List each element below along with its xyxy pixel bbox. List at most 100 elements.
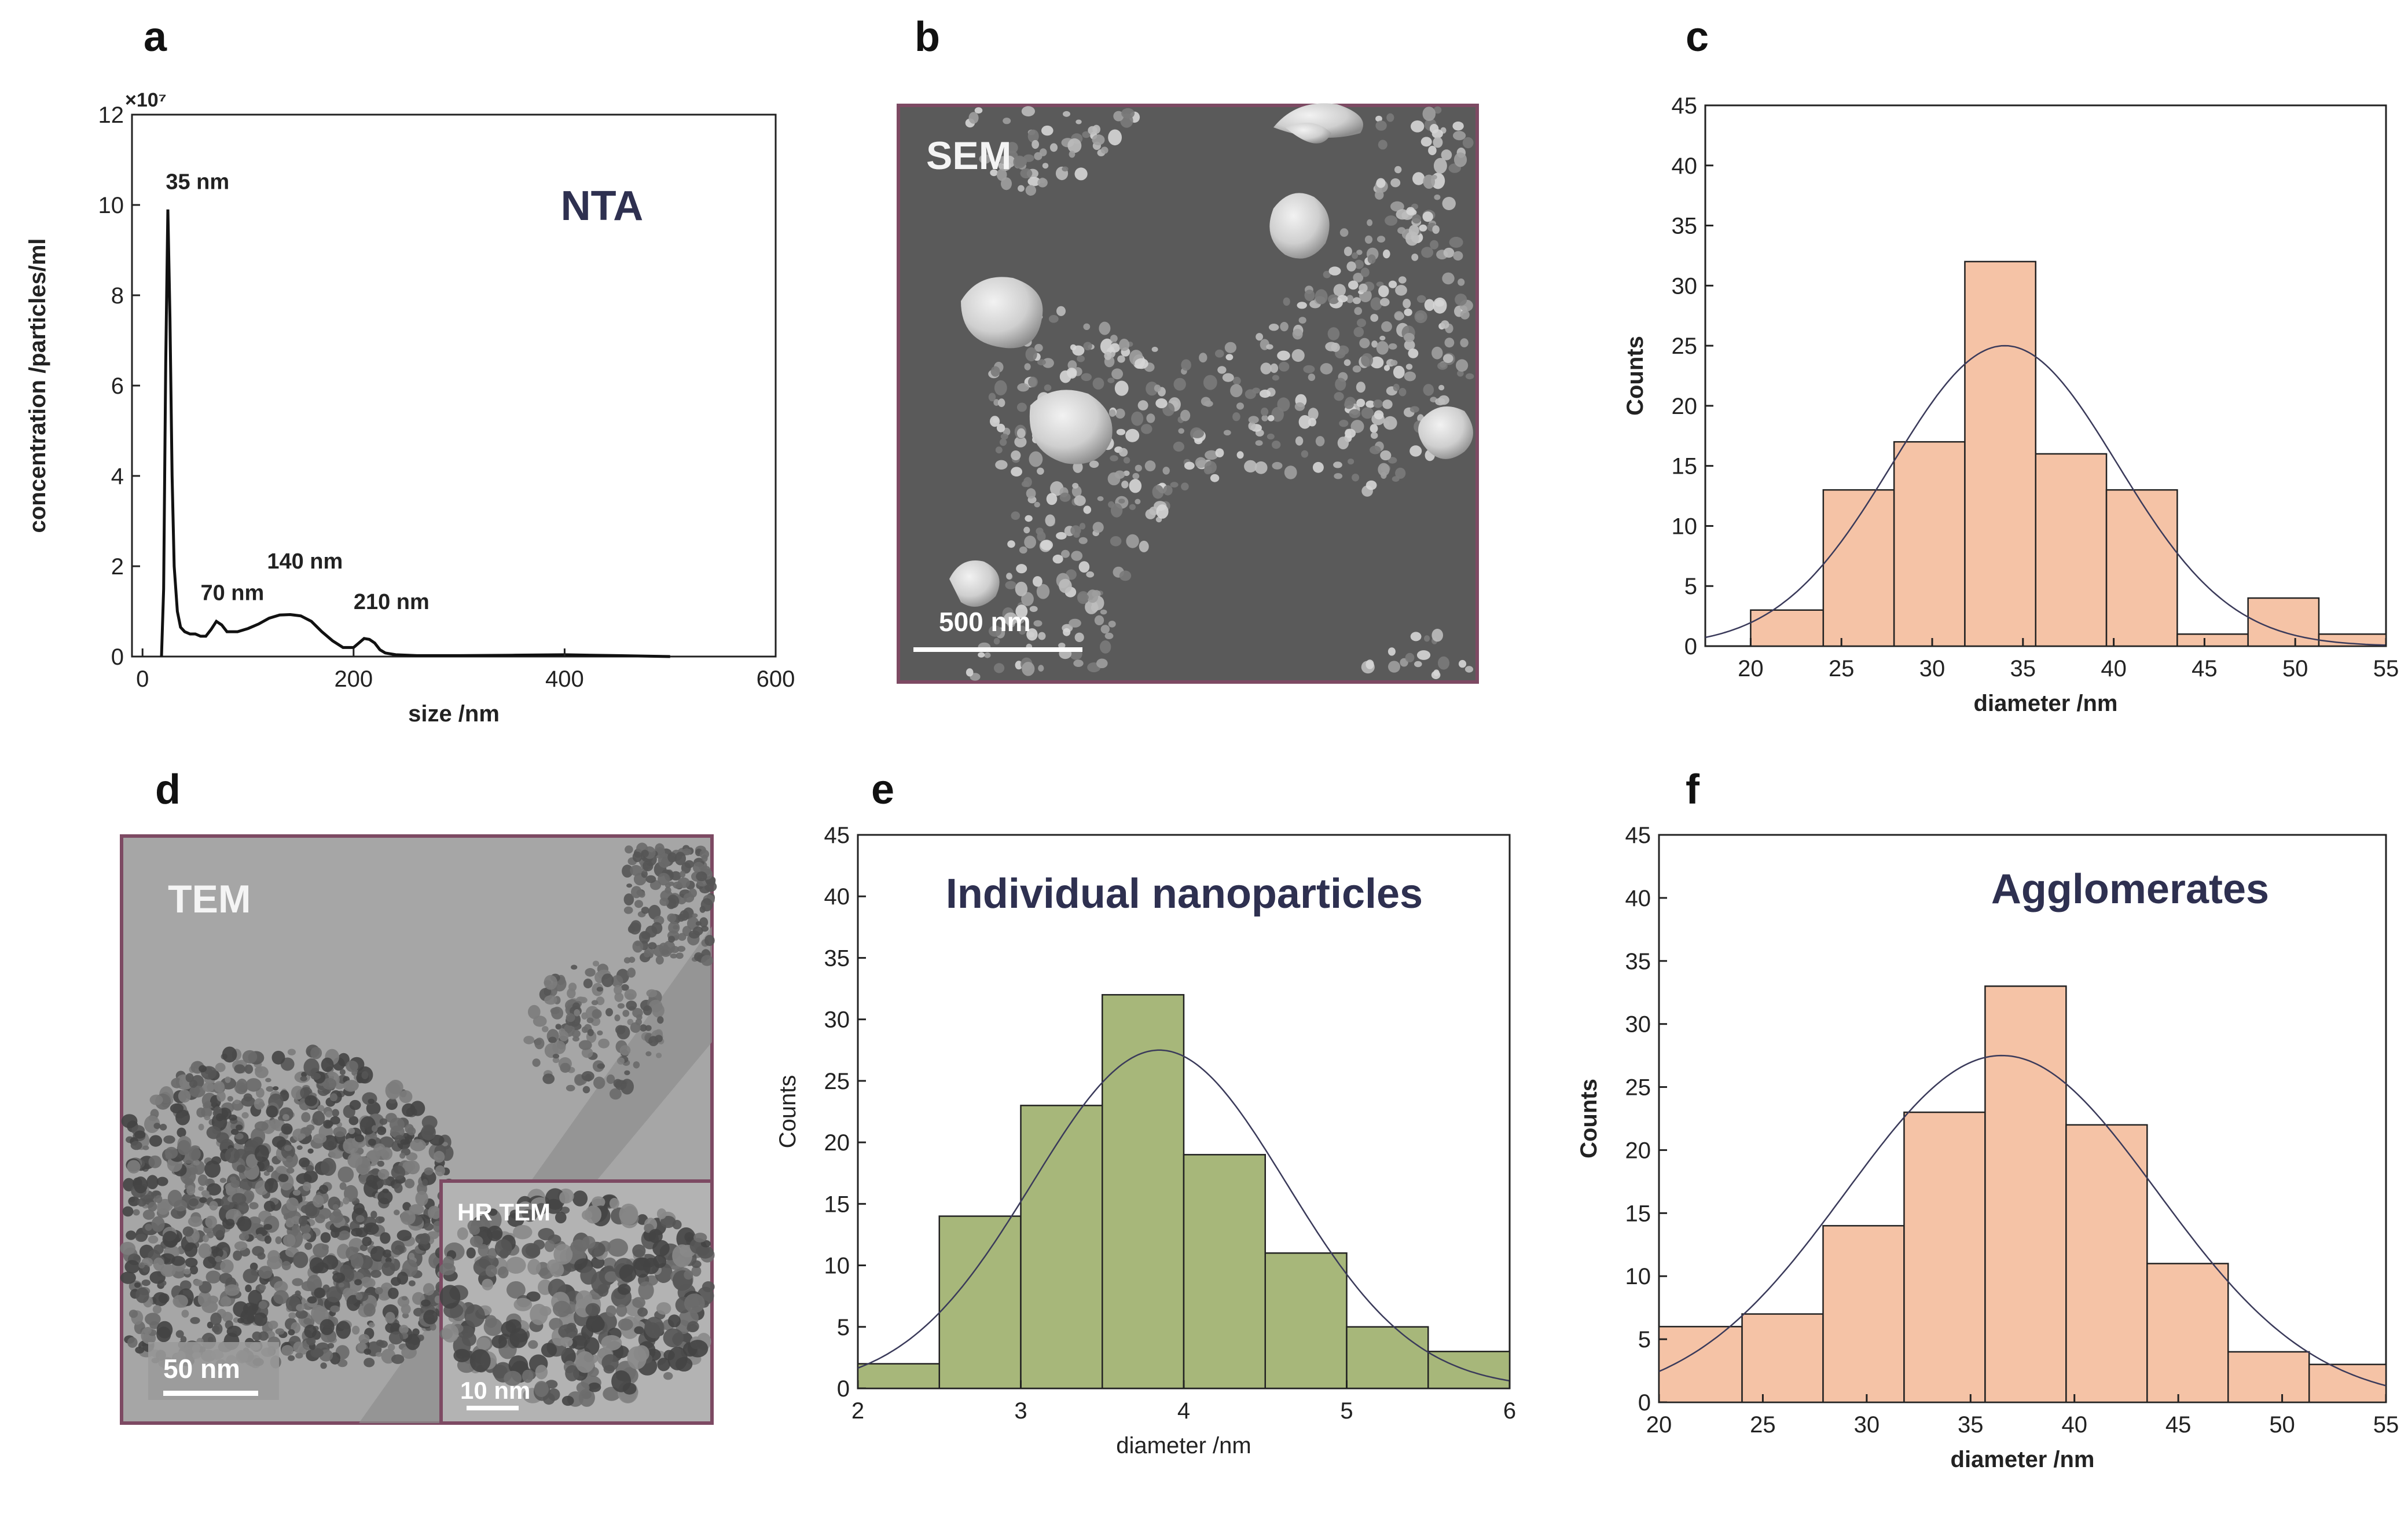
texture-particle xyxy=(265,1077,271,1083)
texture-particle xyxy=(1457,370,1464,377)
y-tick-label: 15 xyxy=(1672,454,1698,479)
texture-particle xyxy=(181,1310,189,1318)
texture-particle xyxy=(999,438,1007,446)
texture-particle xyxy=(1006,573,1012,580)
texture-particle xyxy=(377,1169,390,1180)
texture-particle xyxy=(1422,107,1436,122)
texture-particle xyxy=(1042,358,1054,368)
texture-particle xyxy=(352,1325,360,1335)
texture-particle xyxy=(1435,398,1445,406)
texture-particle xyxy=(1444,338,1455,348)
texture-particle xyxy=(652,1240,670,1257)
texture-particle xyxy=(138,1262,145,1269)
texture-particle xyxy=(691,1260,702,1269)
texture-particle xyxy=(204,1115,211,1121)
x-tick-label: 4 xyxy=(1177,1398,1190,1424)
texture-particle xyxy=(357,1342,366,1352)
x-tick-label: 50 xyxy=(2269,1412,2295,1438)
texture-particle xyxy=(1199,353,1207,363)
texture-particle xyxy=(687,1340,709,1358)
texture-particle xyxy=(399,1090,413,1104)
texture-particle xyxy=(220,1259,234,1274)
texture-particle xyxy=(1003,118,1011,124)
texture-particle xyxy=(601,1335,622,1351)
texture-particle xyxy=(552,1057,560,1064)
texture-particle xyxy=(339,1069,346,1076)
texture-particle xyxy=(381,1261,395,1276)
texture-particle xyxy=(1364,235,1373,244)
texture-particle xyxy=(175,1109,190,1126)
texture-particle xyxy=(293,1341,304,1353)
texture-particle xyxy=(535,1365,548,1380)
texture-particle xyxy=(1056,531,1067,540)
texture-particle xyxy=(681,848,692,856)
texture-particle xyxy=(1079,523,1086,530)
texture-particle xyxy=(405,1178,415,1189)
texture-particle xyxy=(328,1071,335,1077)
texture-particle xyxy=(553,1244,573,1265)
texture-particle xyxy=(1254,461,1268,474)
texture-particle xyxy=(1339,420,1349,427)
texture-particle xyxy=(684,1270,693,1280)
texture-particle xyxy=(1204,461,1217,474)
texture-particle xyxy=(643,860,654,871)
texture-particle xyxy=(1173,441,1184,452)
x-tick-label: 30 xyxy=(1854,1412,1880,1438)
y-tick-label: 8 xyxy=(111,283,124,309)
y-tick-label: 5 xyxy=(1638,1327,1651,1352)
texture-particle xyxy=(205,1215,217,1229)
texture-particle xyxy=(581,1012,588,1020)
texture-particle xyxy=(180,1336,187,1343)
texture-particle xyxy=(623,906,633,914)
sem-blobs xyxy=(949,103,1473,607)
y-tick-label: 45 xyxy=(1625,823,1651,848)
texture-particle xyxy=(368,1138,376,1146)
texture-particle xyxy=(202,1082,215,1093)
x-tick-label: 25 xyxy=(1750,1412,1776,1438)
texture-particle xyxy=(1074,167,1088,181)
histogram-bar xyxy=(1741,1313,1824,1403)
texture-particle xyxy=(273,1290,289,1304)
texture-particle xyxy=(1420,137,1432,147)
texture-particle xyxy=(267,1250,280,1263)
histogram-bar xyxy=(857,1363,940,1390)
texture-particle xyxy=(338,1282,344,1288)
texture-particle xyxy=(364,1358,375,1368)
texture-particle xyxy=(1011,511,1021,520)
texture-particle xyxy=(245,1078,262,1092)
texture-particle xyxy=(1049,143,1058,152)
texture-particle xyxy=(1052,554,1063,564)
texture-particle xyxy=(339,1230,350,1240)
texture-particle xyxy=(1354,307,1362,315)
texture-particle xyxy=(198,1243,212,1259)
texture-particle xyxy=(571,1335,588,1350)
texture-particle xyxy=(287,1049,296,1055)
texture-particle xyxy=(1323,270,1331,278)
texture-particle xyxy=(1118,498,1125,504)
texture-particle xyxy=(186,1185,196,1196)
texture-particle xyxy=(560,1337,573,1347)
texture-particle xyxy=(402,1202,412,1211)
texture-particle xyxy=(1032,140,1039,149)
texture-particle xyxy=(990,169,998,177)
texture-particle xyxy=(601,973,614,987)
texture-particle xyxy=(329,1093,338,1102)
y-tick-label: 15 xyxy=(824,1192,850,1217)
texture-particle xyxy=(156,1321,173,1339)
texture-particle xyxy=(304,1324,317,1339)
texture-particle xyxy=(212,1248,223,1259)
texture-particle xyxy=(1104,632,1114,639)
texture-particle xyxy=(292,1189,301,1196)
peak-annotation: 35 nm xyxy=(166,170,229,195)
texture-particle xyxy=(1345,428,1356,438)
texture-particle xyxy=(559,1031,569,1042)
x-tick-label: 20 xyxy=(1738,656,1764,681)
texture-particle xyxy=(322,1255,339,1270)
texture-particle xyxy=(263,1224,273,1230)
texture-particle xyxy=(359,1116,376,1135)
y-multiplier-label: ×10⁷ xyxy=(125,89,167,111)
texture-particle xyxy=(320,1319,335,1336)
texture-particle xyxy=(645,875,656,884)
texture-particle xyxy=(124,1260,140,1274)
texture-particle xyxy=(1037,531,1046,542)
